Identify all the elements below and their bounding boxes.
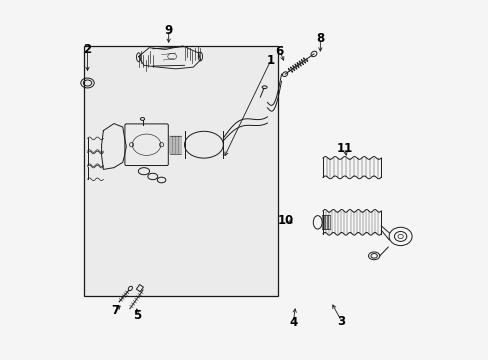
Text: 11: 11 bbox=[336, 142, 352, 155]
Text: 9: 9 bbox=[164, 23, 172, 37]
Text: 1: 1 bbox=[266, 54, 274, 67]
Text: 3: 3 bbox=[337, 315, 345, 328]
Text: 5: 5 bbox=[133, 309, 141, 322]
Text: 8: 8 bbox=[316, 32, 324, 45]
Text: 2: 2 bbox=[83, 43, 91, 56]
Bar bbox=[84, 46, 278, 296]
Text: 4: 4 bbox=[288, 316, 297, 329]
Bar bbox=[136, 284, 143, 292]
Text: 6: 6 bbox=[275, 45, 284, 58]
Text: 10: 10 bbox=[277, 214, 293, 227]
Text: 7: 7 bbox=[111, 304, 120, 317]
